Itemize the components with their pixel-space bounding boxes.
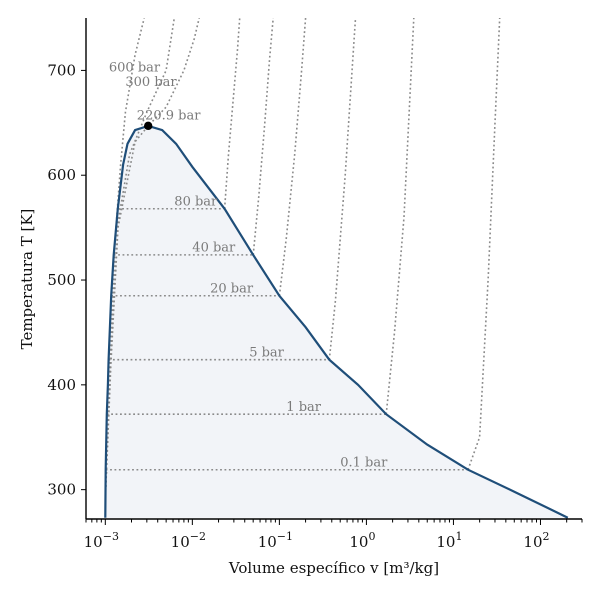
isobar-5-bar	[328, 18, 357, 360]
isobar-label: 220.9 bar	[137, 109, 201, 124]
isobar-0-1-bar	[467, 18, 501, 470]
saturation-dome	[105, 125, 568, 518]
x-ticks: 10−3 10−2 10−1 100 101 102	[84, 519, 583, 551]
x-tick-label: 101	[436, 530, 462, 551]
x-tick-label: 102	[523, 530, 549, 551]
isobar-80-bar	[223, 18, 241, 209]
y-tick-label: 500	[47, 271, 76, 289]
isobar-20-bar	[278, 18, 307, 296]
y-tick-label: 600	[47, 166, 76, 184]
isobar-1-bar	[385, 18, 415, 415]
x-tick-label: 100	[349, 530, 375, 551]
critical-point	[143, 121, 153, 131]
x-tick-label: 10−1	[258, 530, 293, 551]
saturated-liquid-line	[104, 124, 149, 518]
y-tick-label: 700	[47, 61, 76, 79]
isobar-label: 1 bar	[286, 400, 321, 415]
axes	[85, 18, 582, 520]
saturated-vapor-line	[147, 124, 569, 519]
isobar-label: 300 bar	[125, 75, 177, 90]
isobar-label: 600 bar	[109, 61, 161, 76]
isobar-600-bar	[104, 18, 145, 501]
y-tick-label: 400	[47, 376, 76, 394]
isobar-label: 0.1 bar	[340, 456, 388, 471]
x-tick-label: 10−3	[84, 530, 119, 551]
x-tick-label: 10−2	[171, 530, 206, 551]
y-ticks: 300 400 500 600 700	[47, 61, 86, 499]
isobar-40-bar	[252, 18, 274, 255]
isobar-label: 5 bar	[249, 346, 284, 361]
isobar-label: 80 bar	[174, 195, 218, 210]
isobar-label: 20 bar	[210, 282, 254, 297]
isobar-label: 40 bar	[192, 241, 236, 256]
y-tick-label: 300	[47, 481, 76, 499]
x-axis-title: Volume específico v [m³/kg]	[228, 559, 439, 577]
y-axis-title: Temperatura T [K]	[18, 209, 36, 350]
